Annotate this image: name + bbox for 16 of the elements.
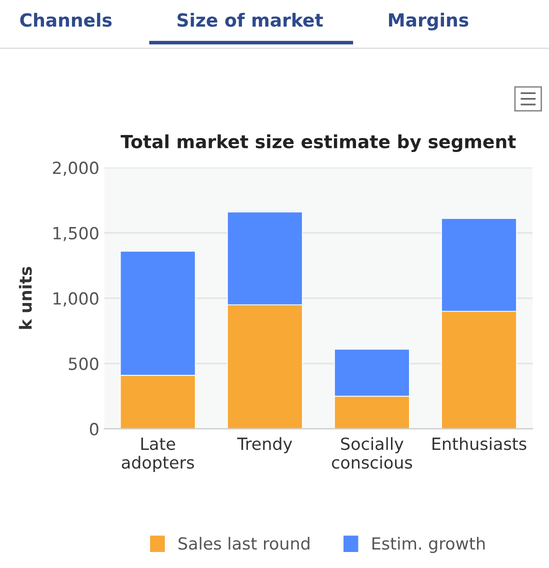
text: Channels (20, 12, 112, 27)
legend-label: Estim. growth (372, 536, 485, 553)
y-tick-label: 2,000 (52, 162, 98, 176)
x-tick-label: Socially conscious (332, 437, 412, 469)
chart-title: Total market size estimate by segment (120, 134, 516, 152)
y-tick-label: 1,000 (54, 292, 98, 306)
x-tick-label: Enthusiasts (432, 437, 526, 450)
y-tick-label: 1,500 (54, 226, 98, 242)
y-tick-label: 500 (68, 357, 98, 370)
y-axis-title: k units (18, 266, 32, 329)
text: Margins (388, 12, 468, 30)
x-tick-label: Trendy (237, 437, 292, 454)
y-tick-label: 0 (90, 422, 98, 436)
x-tick-label: Late adopters (122, 438, 194, 472)
legend-label: Sales last round (178, 536, 310, 550)
text: Size of market (178, 12, 323, 27)
